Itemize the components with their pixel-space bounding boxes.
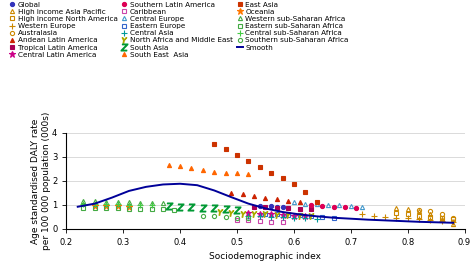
Y-axis label: Age standardised DALY rate
per 100 000 population (000s): Age standardised DALY rate per 100 000 p… bbox=[31, 112, 51, 250]
Legend: Global, High income Asia Pacific, High income North America, Western Europe, Aus: Global, High income Asia Pacific, High i… bbox=[9, 1, 349, 59]
X-axis label: Sociodemographic index: Sociodemographic index bbox=[210, 252, 321, 261]
